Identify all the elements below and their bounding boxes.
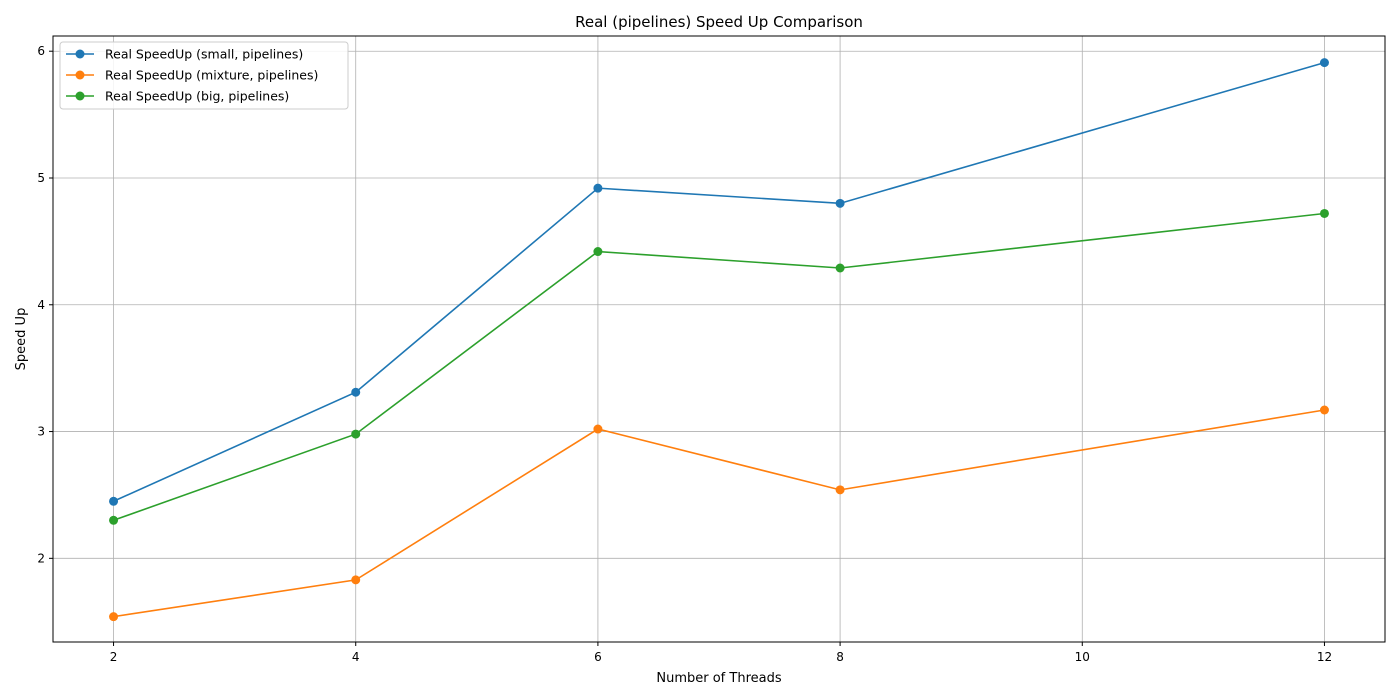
- data-point: [835, 485, 845, 495]
- data-point: [351, 387, 361, 397]
- legend-label: Real SpeedUp (mixture, pipelines): [105, 68, 318, 83]
- x-tick-label: 12: [1317, 650, 1332, 664]
- legend-label: Real SpeedUp (big, pipelines): [105, 89, 289, 104]
- y-tick-label: 3: [37, 425, 45, 439]
- legend-item: Real SpeedUp (mixture, pipelines): [66, 68, 318, 83]
- legend-item: Real SpeedUp (small, pipelines): [66, 47, 303, 62]
- series-lines: [109, 58, 1329, 622]
- series-line: [113, 212, 1325, 522]
- series-1: [109, 405, 1329, 622]
- data-point: [351, 575, 361, 585]
- data-point: [1319, 58, 1329, 68]
- legend-marker: [75, 70, 85, 80]
- data-point: [109, 515, 119, 525]
- x-axis-ticks: 2 4 6 8 10 12: [110, 642, 1332, 664]
- series-line: [113, 409, 1325, 618]
- x-tick-label: 4: [352, 650, 360, 664]
- legend-box: [59, 41, 349, 110]
- x-axis-label: Number of Threads: [656, 671, 781, 686]
- y-tick-label: 4: [37, 298, 45, 312]
- x-tick-label: 6: [594, 650, 602, 664]
- chart-title: Real (pipelines) Speed Up Comparison: [575, 13, 863, 31]
- legend-item: Real SpeedUp (big, pipelines): [66, 89, 289, 104]
- y-tick-label: 5: [37, 171, 45, 185]
- series-2: [109, 208, 1329, 525]
- x-tick-label: 8: [836, 650, 844, 664]
- data-point: [593, 183, 603, 193]
- series-0: [109, 58, 1329, 506]
- data-point: [835, 198, 845, 208]
- y-tick-label: 6: [37, 44, 45, 58]
- data-point: [1319, 405, 1329, 415]
- legend: Real SpeedUp (small, pipelines) Real Spee…: [59, 41, 349, 110]
- y-tick-label: 2: [37, 551, 45, 565]
- data-point: [109, 612, 119, 622]
- data-point: [1319, 208, 1329, 218]
- y-axis-ticks: 2 3 4 5 6: [37, 44, 53, 565]
- x-tick-label: 2: [110, 650, 118, 664]
- legend-label: Real SpeedUp (small, pipelines): [105, 47, 303, 62]
- data-point: [835, 263, 845, 273]
- data-point: [109, 496, 119, 506]
- data-point: [351, 429, 361, 439]
- y-axis-label: Speed Up: [14, 308, 29, 371]
- x-tick-label: 10: [1075, 650, 1090, 664]
- data-point: [593, 247, 603, 257]
- series-line: [113, 61, 1325, 503]
- data-point: [593, 424, 603, 434]
- grid-lines: [53, 36, 1385, 642]
- legend-marker: [75, 91, 85, 101]
- legend-marker: [75, 49, 85, 59]
- plot-frame: [52, 35, 1386, 643]
